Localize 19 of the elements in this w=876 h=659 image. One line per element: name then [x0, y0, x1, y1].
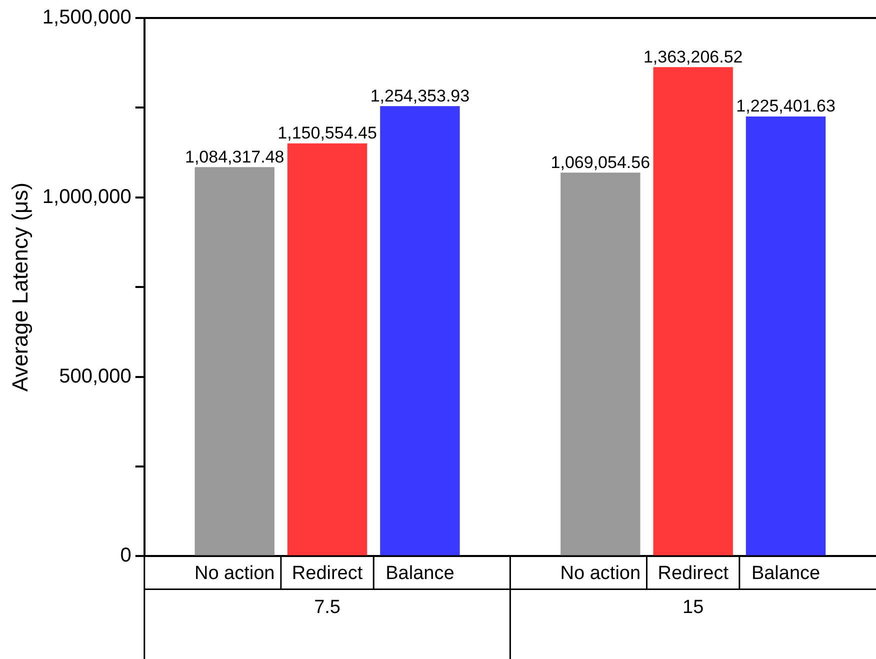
text: No action [194, 562, 275, 584]
data-label: 1,254,353.93 [370, 86, 470, 106]
x-tick-label: 15 [682, 596, 704, 618]
y-tick-label: 1,500,000 [42, 6, 132, 29]
data-label: 1,150,554.45 [278, 124, 377, 143]
series-label: Redirect [292, 562, 364, 584]
x-tick-label: 7.5 [314, 596, 340, 618]
text: Balance [751, 562, 820, 584]
y-axis-title: Average Latency (μs) [7, 182, 32, 392]
data-label: 1,069,054.56 [550, 152, 650, 172]
series-label: Balance [386, 562, 454, 584]
y-tick-label: 500,000 [59, 365, 132, 388]
series-label: No action [560, 562, 641, 584]
data-label: 1,225,401.63 [736, 96, 836, 116]
data-label: 1,363,206.52 [643, 47, 743, 66]
text: Redirect [658, 562, 728, 584]
y-tick-label: 0 [120, 544, 132, 567]
y-tick-label: 1,000,000 [42, 186, 132, 208]
data-label: 1,084,317.48 [184, 147, 284, 166]
